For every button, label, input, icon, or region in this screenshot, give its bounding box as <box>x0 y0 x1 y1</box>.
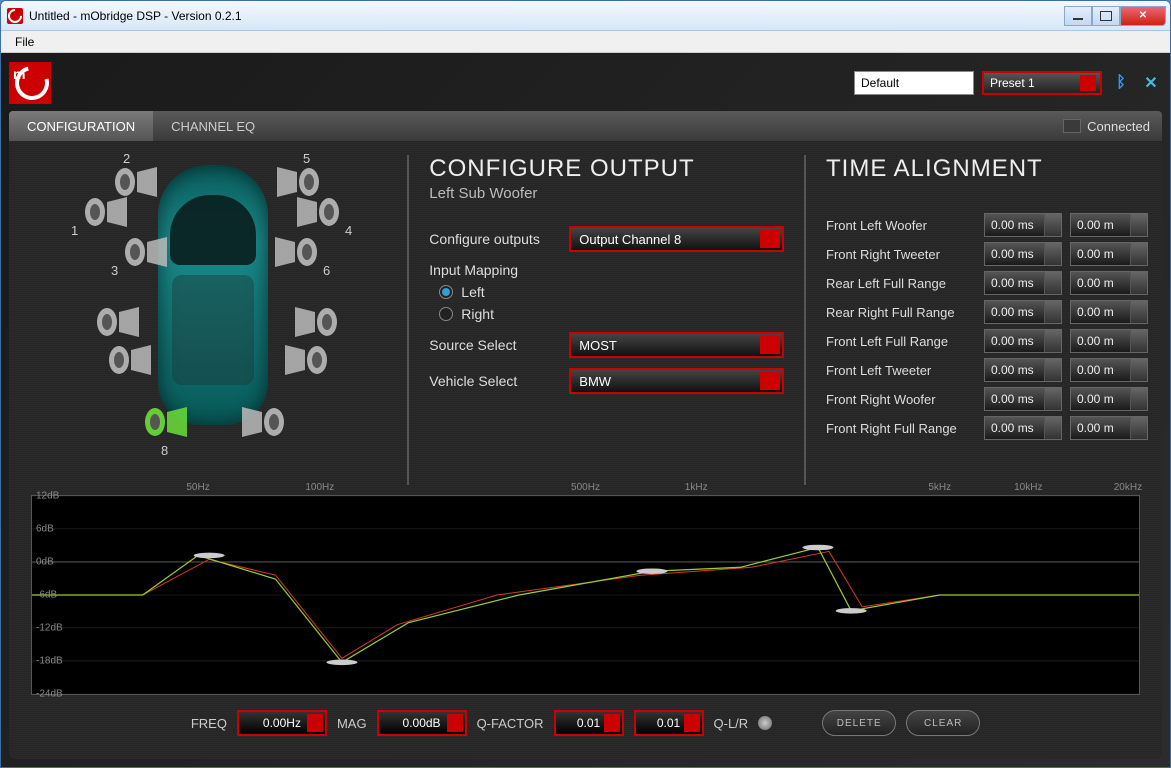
y-axis-label: 12dB <box>36 491 59 502</box>
x-axis-label: 5kHz <box>928 482 951 493</box>
app-window: Untitled - mObridge DSP - Version 0.2.1 … <box>0 0 1171 768</box>
y-axis-label: -6dB <box>36 590 57 601</box>
time-row: Front Left Woofer0.00 ms0.00 m <box>826 213 1148 237</box>
configure-output-panel: CONFIGURE OUTPUT Left Sub Woofer Configu… <box>429 155 784 485</box>
source-select-dropdown[interactable]: MOST <box>569 332 784 358</box>
radio-left[interactable]: Left <box>439 284 784 300</box>
time-ms-input[interactable]: 0.00 ms <box>984 329 1062 353</box>
eq-chart[interactable]: 12dB6dB0dB-6dB-12dB-18dB-24dB 50Hz100Hz5… <box>31 495 1140 695</box>
time-ms-input[interactable]: 0.00 ms <box>984 416 1062 440</box>
time-alignment-panel: TIME ALIGNMENT Front Left Woofer0.00 ms0… <box>826 155 1148 485</box>
time-row: Front Right Tweeter0.00 ms0.00 m <box>826 242 1148 266</box>
qfactor2-input[interactable]: 0.01 <box>634 710 704 736</box>
time-ms-input[interactable]: 0.00 ms <box>984 387 1062 411</box>
mag-input[interactable]: 0.00dB <box>377 710 467 736</box>
time-ms-input[interactable]: 0.00 ms <box>984 242 1062 266</box>
time-m-input[interactable]: 0.00 m <box>1070 329 1148 353</box>
x-axis-label: 50Hz <box>186 482 209 493</box>
status-icon <box>1063 119 1081 133</box>
minimize-button[interactable] <box>1064 6 1092 26</box>
time-ms-input[interactable]: 0.00 ms <box>984 300 1062 324</box>
speaker-_r2[interactable] <box>281 343 329 377</box>
delete-button[interactable]: DELETE <box>822 710 896 736</box>
y-axis-label: -12dB <box>36 622 63 633</box>
x-axis-label: 500Hz <box>571 482 600 493</box>
output-channel-dropdown[interactable]: Output Channel 8 <box>569 226 784 252</box>
vehicle-select-dropdown[interactable]: BMW <box>569 368 784 394</box>
radio-right[interactable]: Right <box>439 306 784 322</box>
menubar: File <box>1 31 1170 53</box>
time-m-input[interactable]: 0.00 m <box>1070 416 1148 440</box>
close-button[interactable] <box>1120 6 1166 26</box>
time-m-input[interactable]: 0.00 m <box>1070 242 1148 266</box>
qfactor1-input[interactable]: 0.01 <box>554 710 624 736</box>
config-title: CONFIGURE OUTPUT <box>429 155 784 183</box>
window-title: Untitled - mObridge DSP - Version 0.2.1 <box>29 9 1064 23</box>
time-title: TIME ALIGNMENT <box>826 155 1148 183</box>
freq-input[interactable]: 0.00Hz <box>237 710 327 736</box>
time-row: Front Right Woofer0.00 ms0.00 m <box>826 387 1148 411</box>
bluetooth-icon[interactable]: ᛒ <box>1110 72 1132 94</box>
speaker-6[interactable]: 6 <box>271 235 319 269</box>
time-ms-input[interactable]: 0.00 ms <box>984 271 1062 295</box>
car-icon <box>158 165 268 425</box>
time-m-input[interactable]: 0.00 m <box>1070 271 1148 295</box>
speaker-_l[interactable] <box>95 305 143 339</box>
x-axis-label: 20kHz <box>1114 482 1142 493</box>
speaker-4[interactable]: 4 <box>293 195 341 229</box>
y-axis-label: 6dB <box>36 523 54 534</box>
titlebar[interactable]: Untitled - mObridge DSP - Version 0.2.1 <box>1 1 1170 31</box>
y-axis-label: 0dB <box>36 556 54 567</box>
tab-bar: CONFIGURATION CHANNEL EQ Connected <box>9 111 1162 141</box>
time-row: Front Right Full Range0.00 ms0.00 m <box>826 416 1148 440</box>
speaker-_x[interactable] <box>238 405 286 439</box>
speaker-1[interactable]: 1 <box>83 195 131 229</box>
speaker-_l2[interactable] <box>107 343 155 377</box>
time-ms-input[interactable]: 0.00 ms <box>984 358 1062 382</box>
preset-dropdown[interactable]: Preset 1 <box>982 71 1102 95</box>
speaker-_r[interactable] <box>291 305 339 339</box>
time-m-input[interactable]: 0.00 m <box>1070 213 1148 237</box>
time-row: Front Left Tweeter0.00 ms0.00 m <box>826 358 1148 382</box>
time-m-input[interactable]: 0.00 m <box>1070 387 1148 411</box>
profile-field[interactable]: Default <box>854 71 974 95</box>
logo <box>9 62 51 104</box>
menu-file[interactable]: File <box>7 33 42 51</box>
eq-controls: FREQ 0.00Hz MAG 0.00dB Q-FACTOR 0.01 0.0… <box>23 705 1148 741</box>
x-axis-label: 10kHz <box>1014 482 1042 493</box>
sync-icon[interactable]: ✕ <box>1140 72 1162 94</box>
x-axis-label: 100Hz <box>305 482 334 493</box>
maximize-button[interactable] <box>1092 6 1120 26</box>
speaker-layout: 12 3 45 6 8 <box>23 155 387 485</box>
config-subtitle: Left Sub Woofer <box>429 185 784 202</box>
y-axis-label: -18dB <box>36 656 63 667</box>
speaker-8[interactable]: 8 <box>143 405 191 439</box>
speaker-2[interactable]: 2 <box>113 165 161 199</box>
time-m-input[interactable]: 0.00 m <box>1070 300 1148 324</box>
qlr-toggle[interactable] <box>758 716 772 730</box>
y-axis-label: -24dB <box>36 689 63 700</box>
time-row: Rear Right Full Range0.00 ms0.00 m <box>826 300 1148 324</box>
x-axis-label: 1kHz <box>685 482 708 493</box>
time-row: Rear Left Full Range0.00 ms0.00 m <box>826 271 1148 295</box>
app-icon <box>7 8 23 24</box>
connection-status: Connected <box>1051 111 1162 141</box>
tab-configuration[interactable]: CONFIGURATION <box>9 111 153 141</box>
time-row: Front Left Full Range0.00 ms0.00 m <box>826 329 1148 353</box>
speaker-3[interactable]: 3 <box>123 235 171 269</box>
speaker-5[interactable]: 5 <box>273 165 321 199</box>
toolbar: Default Preset 1 ᛒ ✕ <box>9 61 1162 105</box>
time-ms-input[interactable]: 0.00 ms <box>984 213 1062 237</box>
clear-button[interactable]: CLEAR <box>906 710 980 736</box>
time-m-input[interactable]: 0.00 m <box>1070 358 1148 382</box>
tab-channel-eq[interactable]: CHANNEL EQ <box>153 111 273 141</box>
